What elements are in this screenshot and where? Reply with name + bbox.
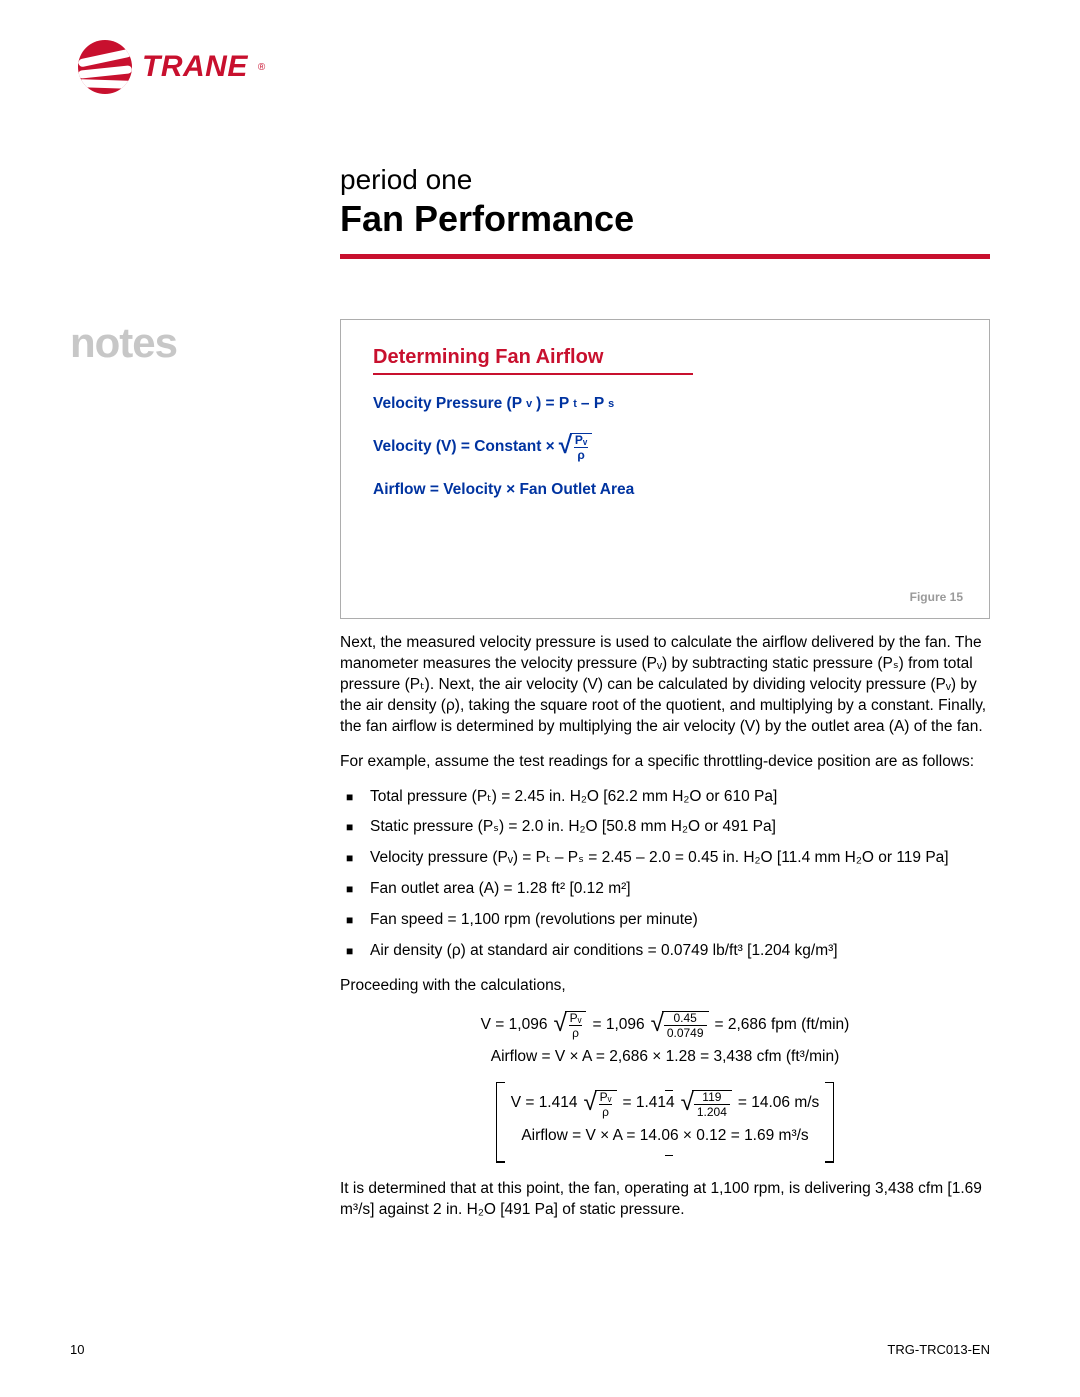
paragraph-3: Proceeding with the calculations, [340,976,990,997]
page-title: Fan Performance [340,198,990,240]
notes-column: notes [70,319,310,367]
brand-logo: TRANE ® [78,40,990,94]
registered-mark: ® [258,62,265,73]
calc-row-1: V = 1,096 √Pᵥρ = 1,096 √0.450.0749 = 2,6… [340,1011,990,1039]
sqrt-icon: √ Pᵥ ρ [559,433,593,461]
calc-row-2: Airflow = V × A = 2,686 × 1.28 = 3,438 c… [340,1045,990,1070]
paragraph-1: Next, the measured velocity pressure is … [340,633,990,738]
main-column: Determining Fan Airflow Velocity Pressur… [340,319,990,1234]
period-label: period one [340,164,990,196]
bullet-list: Total pressure (Pₜ) = 2.45 in. H₂O [62.2… [340,787,990,963]
brand-name: TRANE [142,50,248,84]
list-item: Fan outlet area (A) = 1.28 ft² [0.12 m²] [340,879,990,900]
formula-velocity: Velocity (V) = Constant × √ Pᵥ ρ [373,433,957,461]
formula-airflow: Airflow = Velocity × Fan Outlet Area [373,481,957,499]
notes-heading: notes [70,319,310,367]
list-item: Static pressure (Pₛ) = 2.0 in. H₂O [50.8… [340,817,990,838]
figure-title: Determining Fan Airflow [373,346,693,375]
figure-caption: Figure 15 [910,590,963,604]
calculation-block: V = 1,096 √Pᵥρ = 1,096 √0.450.0749 = 2,6… [340,1011,990,1169]
list-item: Fan speed = 1,100 rpm (revolutions per m… [340,910,990,931]
figure-box: Determining Fan Airflow Velocity Pressur… [340,319,990,619]
paragraph-2: For example, assume the test readings fo… [340,752,990,773]
title-rule [340,254,990,259]
list-item: Air density (ρ) at standard air conditio… [340,941,990,962]
page: TRANE ® period one Fan Performance notes… [0,0,1080,1397]
calc-row-3: V = 1.414 √Pᵥρ = 1.414 √1191.204 = 14.06… [511,1090,820,1118]
calc-bracket: V = 1.414 √Pᵥρ = 1.414 √1191.204 = 14.06… [496,1082,835,1163]
list-item: Velocity pressure (Pᵥ) = Pₜ – Pₛ = 2.45 … [340,848,990,869]
document-id: TRG-TRC013-EN [887,1342,990,1357]
calc-row-4: Airflow = V × A = 14.06 × 0.12 = 1.69 m³… [511,1124,820,1149]
page-header: period one Fan Performance [340,164,990,259]
content-columns: notes Determining Fan Airflow Velocity P… [70,319,990,1234]
logo-globe-icon [78,40,132,94]
formula-velocity-pressure: Velocity Pressure (Pv) = Pt – Ps [373,395,957,413]
paragraph-4: It is determined that at this point, the… [340,1179,990,1221]
footer: 10 TRG-TRC013-EN [70,1342,990,1357]
page-number: 10 [70,1342,84,1357]
list-item: Total pressure (Pₜ) = 2.45 in. H₂O [62.2… [340,787,990,808]
